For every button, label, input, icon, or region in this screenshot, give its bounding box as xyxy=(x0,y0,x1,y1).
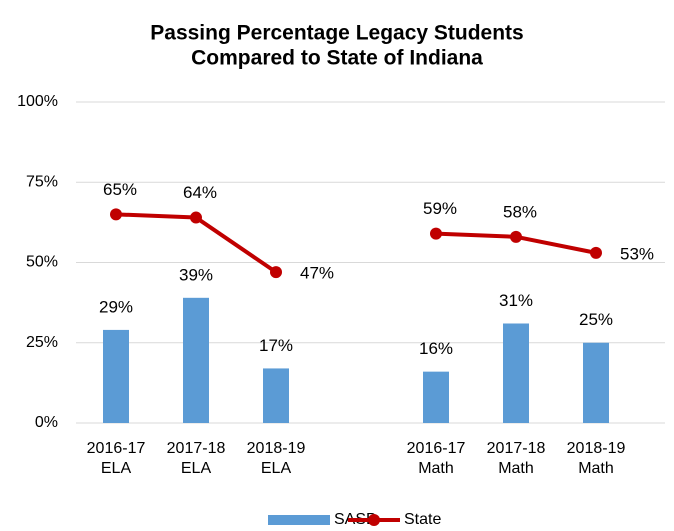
x-tick-label: 2017-18 Math xyxy=(487,440,546,477)
bar xyxy=(583,342,609,423)
y-tick-label: 100% xyxy=(17,93,58,110)
bar xyxy=(423,371,449,423)
chart-title: Compared to State of Indiana xyxy=(191,47,483,70)
y-tick-label: 25% xyxy=(26,334,58,351)
y-tick-label: 50% xyxy=(26,254,58,271)
data-label: 58% xyxy=(503,202,537,221)
chart-title: Passing Percentage Legacy Students xyxy=(150,22,523,45)
x-tick-label: 2018-19 Math xyxy=(567,440,626,477)
y-tick-label: 75% xyxy=(26,173,58,190)
x-tick-label: 2018-19 ELA xyxy=(247,440,306,477)
line-marker xyxy=(190,211,202,224)
data-label: 65% xyxy=(103,180,137,199)
x-tick-label: 2016-17 Math xyxy=(407,440,466,477)
data-label: 64% xyxy=(183,183,217,202)
data-label: 29% xyxy=(99,297,133,316)
data-label: 39% xyxy=(179,265,213,284)
data-label: 47% xyxy=(300,264,334,283)
legend-label: State xyxy=(404,511,441,528)
data-label: 25% xyxy=(579,310,613,329)
data-label: 31% xyxy=(499,291,533,310)
data-label: 17% xyxy=(259,336,293,355)
line-marker xyxy=(270,266,282,279)
line-marker xyxy=(110,208,122,221)
line-marker xyxy=(430,227,442,240)
y-tick-label: 0% xyxy=(35,414,58,431)
legend-swatch xyxy=(268,515,330,525)
line-marker xyxy=(510,230,522,243)
line-marker xyxy=(590,246,602,259)
bar xyxy=(263,368,289,423)
data-label: 16% xyxy=(419,339,453,358)
data-label: 59% xyxy=(423,199,457,218)
x-tick-label: 2016-17 ELA xyxy=(87,440,146,477)
line xyxy=(115,212,597,274)
bar xyxy=(103,329,129,423)
data-label: 53% xyxy=(620,244,654,263)
legend-swatch xyxy=(368,514,380,526)
bar xyxy=(183,297,209,423)
bar xyxy=(503,323,529,423)
x-tick-label: 2017-18 ELA xyxy=(167,440,226,477)
